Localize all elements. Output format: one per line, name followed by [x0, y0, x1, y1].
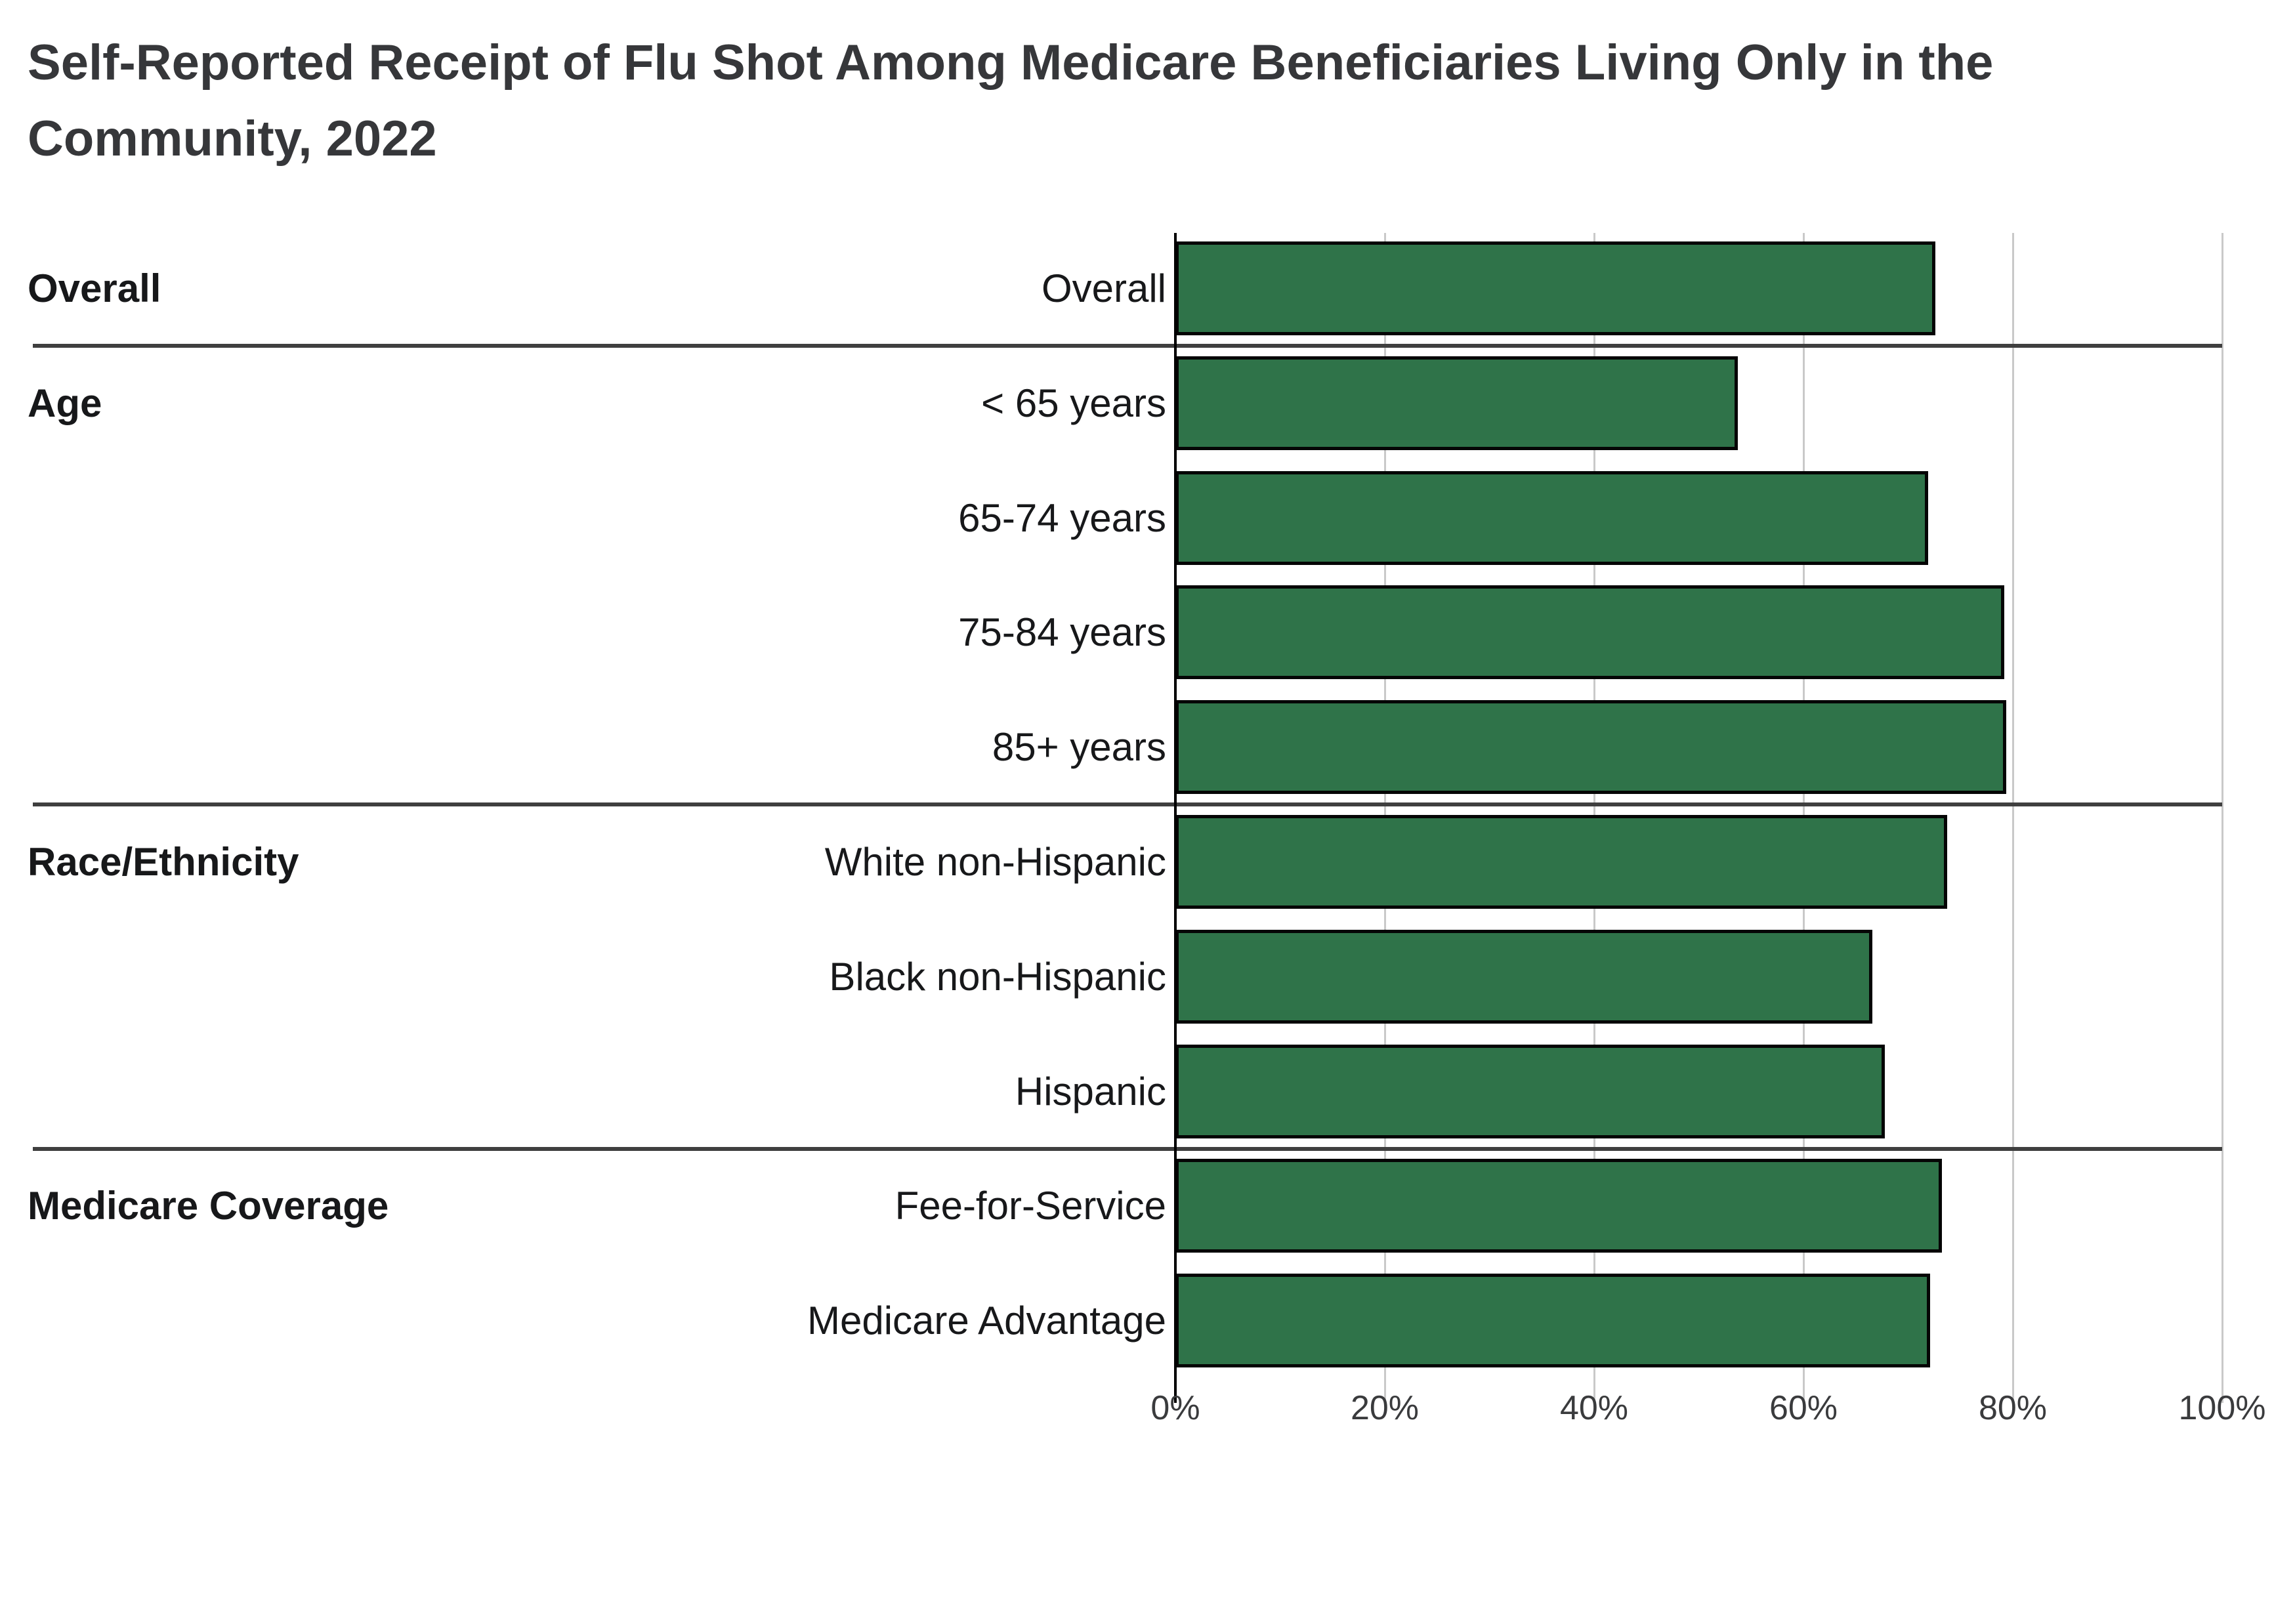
chart-title: Self-Reported Receipt of Flu Shot Among …: [28, 25, 2246, 177]
x-axis-tick-20: [1383, 1383, 1386, 1403]
x-axis-tick-label: 40%: [1559, 1389, 1629, 1427]
group-label-medicare-coverage: Medicare Coverage: [28, 1184, 389, 1228]
x-axis-tick-100: [2221, 1383, 2223, 1403]
chart-title-line2: Community, 2022: [28, 111, 437, 167]
x-axis-tick-label: 60%: [1769, 1389, 1838, 1427]
bar-65-74-years: [1175, 470, 1928, 565]
category-label: Black non-Hispanic: [829, 954, 1166, 999]
x-axis-tick-60: [1802, 1383, 1805, 1403]
category-label: Hispanic: [1015, 1069, 1166, 1114]
group-label-overall: Overall: [28, 266, 161, 310]
bar-black-non-hispanic: [1175, 929, 1873, 1024]
gridline-20: [1383, 233, 1386, 1383]
x-axis-tick-label: 0%: [1150, 1389, 1200, 1427]
group-separator: [33, 1146, 2222, 1151]
gridline-60: [1802, 233, 1805, 1383]
x-axis-tick-label: 100%: [2178, 1389, 2266, 1427]
x-axis-tick-label: 20%: [1350, 1389, 1420, 1427]
x-axis-tick-80: [2011, 1383, 2014, 1403]
bar-85-years: [1175, 700, 2007, 795]
gridline-80: [2011, 233, 2014, 1383]
category-label: < 65 years: [981, 381, 1166, 425]
category-label: Fee-for-Service: [895, 1184, 1166, 1228]
group-separator: [33, 802, 2222, 807]
bar-medicare-advantage: [1175, 1274, 1930, 1368]
category-label: 85+ years: [992, 725, 1166, 770]
gridline-100: [2221, 233, 2223, 1383]
bar--65-years: [1175, 356, 1738, 450]
group-separator: [33, 343, 2222, 348]
bar-75-84-years: [1175, 585, 2005, 680]
category-label: 65-74 years: [958, 495, 1166, 540]
category-label: 75-84 years: [958, 610, 1166, 655]
x-axis-baseline: [1174, 233, 1177, 1383]
group-label-race-ethnicity: Race/Ethnicity: [28, 840, 299, 884]
category-label: White non-Hispanic: [824, 840, 1166, 884]
bar-overall: [1175, 241, 1935, 335]
x-axis-tick-label: 80%: [1978, 1389, 2048, 1427]
bar-fee-for-service: [1175, 1159, 1942, 1253]
category-label: Medicare Advantage: [807, 1299, 1166, 1343]
bar-hispanic: [1175, 1044, 1885, 1138]
x-axis-tick-40: [1593, 1383, 1595, 1403]
bar-white-non-hispanic: [1175, 815, 1947, 909]
gridline-40: [1593, 233, 1595, 1383]
chart-title-line1: Self-Reported Receipt of Flu Shot Among …: [28, 35, 1994, 91]
group-label-age: Age: [28, 381, 102, 425]
x-axis-tick-0: [1174, 1383, 1177, 1403]
category-label: Overall: [1041, 266, 1166, 310]
